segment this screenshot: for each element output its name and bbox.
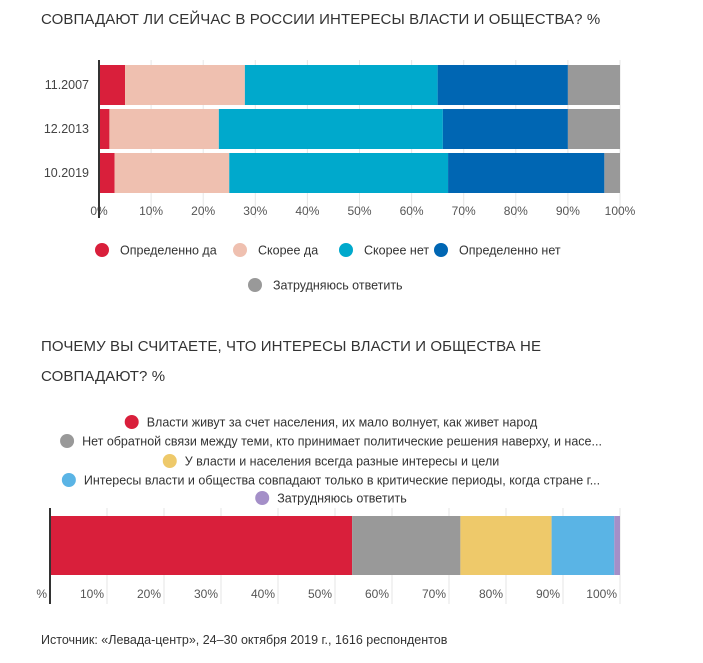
chart1-title: СОВПАДАЮТ ЛИ СЕЙЧАС В РОССИИ ИНТЕРЕСЫ ВЛ…	[41, 11, 601, 28]
tick-label: 60%	[400, 204, 424, 218]
bar-segment	[614, 516, 620, 575]
bar-segment	[109, 109, 219, 149]
tick-label: 20%	[191, 204, 215, 218]
bar-segment	[229, 153, 449, 193]
tick-label: 100%	[586, 587, 617, 601]
legend-marker	[339, 243, 353, 257]
legend-label: Нет обратной связи между теми, кто прини…	[82, 435, 602, 449]
source-note: Источник: «Левада-центр», 24–30 октября …	[41, 633, 448, 647]
bar-segment	[218, 109, 443, 149]
legend-label: Определенно нет	[459, 244, 561, 258]
tick-label: 30%	[243, 204, 267, 218]
tick-label: 30%	[194, 587, 218, 601]
bar-segment	[244, 65, 438, 105]
tick-label: 90%	[536, 587, 560, 601]
legend-marker	[95, 243, 109, 257]
bar-segment	[352, 516, 461, 575]
legend-label: Определенно да	[120, 244, 217, 258]
bar-segment	[604, 153, 620, 193]
legend-label: Скорее нет	[364, 244, 429, 258]
legend-marker	[60, 434, 75, 448]
tick-label: 10%	[139, 204, 163, 218]
bar-segment	[50, 516, 353, 575]
legend-label: Скорее да	[258, 244, 318, 258]
category-label: 11.2007	[45, 78, 89, 92]
tick-label: 40%	[295, 204, 319, 218]
tick-label: 70%	[452, 204, 476, 218]
legend-marker	[61, 473, 76, 487]
tick-label: %	[36, 587, 47, 601]
tick-label: 60%	[365, 587, 389, 601]
bar-segment	[567, 65, 620, 105]
legend-label: Власти живут за счет населения, их мало …	[147, 416, 538, 430]
legend-label: Интересы власти и общества совпадают тол…	[84, 474, 600, 488]
legend-label: У власти и населения всегда разные интер…	[185, 455, 499, 469]
bar-segment	[99, 153, 115, 193]
legend-label: Затрудняюсь ответить	[273, 279, 403, 293]
bar-segment	[442, 109, 568, 149]
bar-segment	[567, 109, 620, 149]
chart2-title: ПОЧЕМУ ВЫ СЧИТАЕТЕ, ЧТО ИНТЕРЕСЫ ВЛАСТИ …	[41, 338, 542, 385]
legend-marker	[248, 278, 262, 292]
tick-label: 20%	[137, 587, 161, 601]
tick-label: 50%	[347, 204, 371, 218]
tick-label: 80%	[504, 204, 528, 218]
legend-marker	[255, 491, 270, 505]
legend-marker	[233, 243, 247, 257]
bar-segment	[114, 153, 230, 193]
bar-segment	[437, 65, 568, 105]
tick-label: 70%	[422, 587, 446, 601]
bar-segment	[551, 516, 615, 575]
tick-label: 80%	[479, 587, 503, 601]
legend-label: Затрудняюсь ответить	[277, 492, 407, 506]
bar-segment	[125, 65, 245, 105]
tick-label: 10%	[80, 587, 104, 601]
bar-segment	[448, 153, 605, 193]
bar-segment	[99, 65, 126, 105]
bar-segment	[460, 516, 552, 575]
category-label: 10.2019	[44, 166, 89, 180]
tick-label: 50%	[308, 587, 332, 601]
legend-marker	[124, 415, 139, 429]
legend-marker	[434, 243, 448, 257]
tick-label: 100%	[605, 204, 636, 218]
category-label: 12.2013	[44, 122, 89, 136]
bar-segment	[99, 109, 110, 149]
tick-label: 90%	[556, 204, 580, 218]
legend-marker	[162, 454, 177, 468]
tick-label: 40%	[251, 587, 275, 601]
